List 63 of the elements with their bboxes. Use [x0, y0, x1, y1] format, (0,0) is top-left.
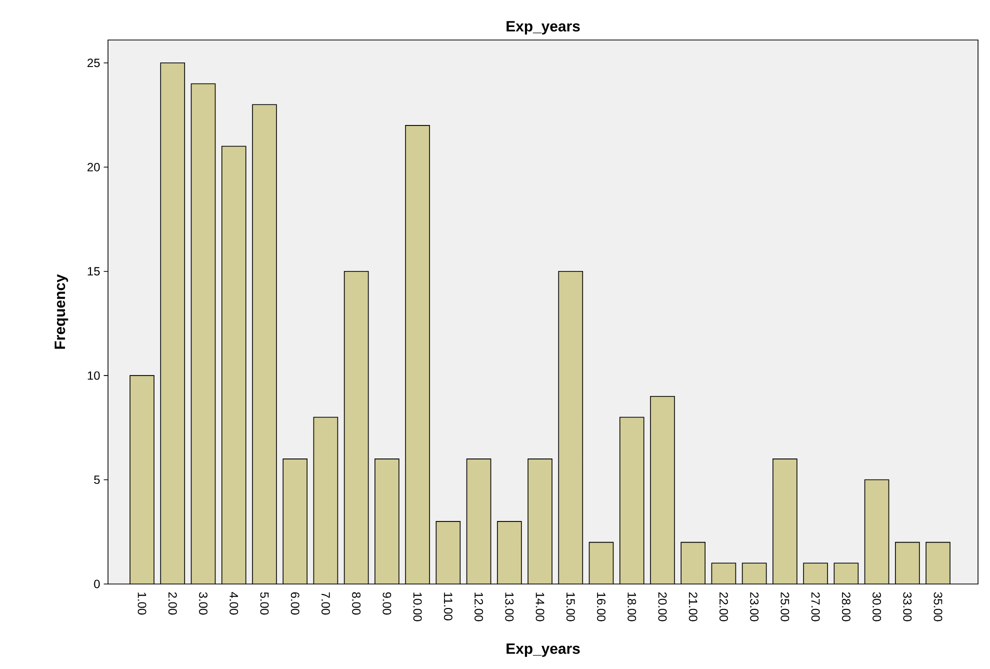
bar — [374, 458, 399, 584]
x-tick-label: 14.00 — [536, 592, 544, 622]
bar — [620, 417, 644, 584]
bar — [497, 521, 522, 584]
bar — [681, 542, 706, 584]
x-tick-label: 13.00 — [505, 592, 514, 622]
x-tick-label: 15.00 — [566, 592, 575, 622]
x-tick-label: 10.00 — [413, 592, 422, 622]
bar — [528, 458, 552, 584]
bar — [895, 542, 920, 584]
x-tick-label: 25.00 — [780, 592, 790, 622]
bar — [436, 521, 460, 584]
x-tick-label: 20.00 — [658, 592, 667, 622]
x-tick-label: 33.00 — [903, 592, 912, 622]
bar — [344, 271, 368, 584]
x-tick-label: 8.00 — [352, 592, 361, 615]
y-tick-label: 10 — [88, 371, 100, 380]
bar — [712, 563, 736, 584]
x-tick-label: 5.00 — [260, 592, 269, 615]
x-tick-label: 11.00 — [444, 592, 452, 620]
y-tick-label: 15 — [88, 267, 100, 276]
bar — [283, 458, 308, 584]
x-tick-label: 9.00 — [382, 592, 392, 615]
y-tick-label: 20 — [88, 162, 100, 172]
bar — [191, 84, 216, 584]
bar — [772, 458, 797, 584]
y-axis-title: Frequency — [54, 274, 68, 349]
bar — [252, 104, 276, 584]
x-tick-label: 35.00 — [934, 592, 942, 622]
x-axis-title: Exp_years — [506, 644, 580, 657]
x-tick-label: 22.00 — [719, 592, 728, 622]
x-tick-label: 16.00 — [597, 592, 606, 622]
bar — [589, 542, 614, 584]
x-tick-label: 1.00 — [138, 592, 146, 615]
x-tick-label: 2.00 — [168, 592, 177, 615]
bar — [314, 417, 338, 584]
bar — [222, 146, 246, 584]
x-tick-label: 27.00 — [811, 592, 820, 622]
bar — [926, 542, 950, 584]
chart-title: Exp_years — [506, 21, 580, 34]
x-tick-label: 23.00 — [750, 592, 759, 622]
x-tick-label: 12.00 — [474, 592, 484, 622]
y-tick-label: 25 — [88, 58, 100, 68]
bar — [864, 480, 889, 584]
x-tick-label: 18.00 — [628, 592, 636, 622]
x-tick-label: 4.00 — [230, 592, 238, 615]
bar — [130, 376, 154, 584]
bar — [160, 62, 185, 584]
bar — [834, 563, 858, 584]
bar — [406, 125, 430, 584]
x-tick-label: 30.00 — [872, 592, 882, 622]
bar — [558, 271, 583, 584]
bar — [742, 563, 766, 584]
bar — [650, 396, 674, 584]
y-tick-label: 5 — [94, 476, 100, 484]
x-tick-label: 21.00 — [688, 592, 698, 622]
y-tick-label: 0 — [94, 580, 100, 588]
x-tick-label: 28.00 — [842, 592, 850, 622]
bar — [466, 458, 491, 584]
x-tick-label: 6.00 — [290, 592, 300, 615]
x-tick-label: 7.00 — [321, 592, 330, 615]
x-tick-label: 3.00 — [199, 592, 208, 615]
bar — [804, 563, 828, 584]
